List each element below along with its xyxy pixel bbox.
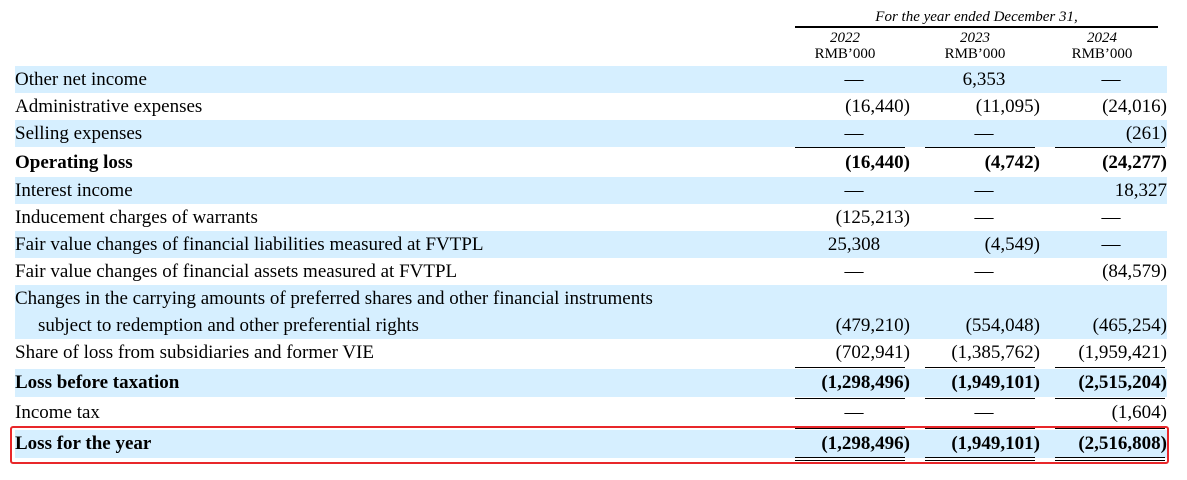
cell-2022: (16,440)	[845, 152, 910, 173]
table-row-inducement-charges: Inducement charges of warrants (125,213)…	[15, 204, 1167, 231]
column-year: 2024	[1087, 30, 1117, 46]
subtotal-rule	[1055, 147, 1165, 148]
cell-2022: (16,440)	[845, 96, 910, 117]
cell-2024: (261)	[1125, 123, 1167, 144]
table-row-changes-carrying-amounts: Changes in the carrying amounts of prefe…	[15, 285, 1167, 339]
table-row-selling-expenses: Selling expenses — — (261)	[15, 120, 1167, 147]
table-row-fv-financial-assets: Fair value changes of financial assets m…	[15, 258, 1167, 285]
cell-2022: (702,941)	[835, 342, 910, 363]
table-row-administrative-expenses: Administrative expenses (16,440) (11,095…	[15, 93, 1167, 120]
subtotal-rule	[795, 147, 905, 148]
cell-2024: (465,254)	[1092, 315, 1167, 336]
row-label: Other net income	[15, 69, 147, 90]
row-label: Inducement charges of warrants	[15, 207, 258, 228]
cell-2022: —	[844, 261, 864, 282]
cell-2024: —	[1101, 207, 1121, 228]
row-label: Changes in the carrying amounts of prefe…	[15, 288, 653, 309]
cell-2024: (2,515,204)	[1078, 372, 1167, 393]
grand-total-double-rule	[1055, 457, 1165, 461]
column-header-2024: 2024 RMB’000	[1040, 30, 1164, 62]
cell-2024: (2,516,808)	[1078, 433, 1167, 454]
subtotal-rule	[925, 147, 1035, 148]
cell-2023: (554,048)	[965, 315, 1040, 336]
column-unit: RMB’000	[1071, 46, 1133, 62]
row-label: Share of loss from subsidiaries and form…	[15, 342, 374, 363]
subtotal-rule	[1055, 428, 1165, 429]
row-label: Fair value changes of financial assets m…	[15, 261, 458, 282]
cell-2022: —	[844, 69, 864, 90]
grand-total-double-rule	[925, 457, 1035, 461]
cell-2024: —	[1101, 234, 1121, 255]
row-label: Loss before taxation	[15, 372, 180, 393]
cell-2022: (125,213)	[835, 207, 910, 228]
row-label-continuation: subject to redemption and other preferen…	[38, 315, 419, 336]
row-label: Selling expenses	[15, 123, 143, 144]
cell-2023: (1,949,101)	[951, 433, 1040, 454]
table-row-share-of-loss: Share of loss from subsidiaries and form…	[15, 339, 1167, 366]
row-label: Interest income	[15, 180, 133, 201]
row-label: Income tax	[15, 402, 100, 423]
cell-2023: 6,353	[962, 69, 1006, 90]
column-unit: RMB’000	[944, 46, 1006, 62]
cell-2023: —	[974, 402, 994, 423]
table-row-operating-loss: Operating loss (16,440) (4,742) (24,277)	[15, 149, 1167, 177]
subtotal-rule	[925, 367, 1035, 368]
row-label: Administrative expenses	[15, 96, 203, 117]
cell-2023: (4,549)	[984, 234, 1040, 255]
cell-2023: —	[974, 123, 994, 144]
row-label: Operating loss	[15, 152, 133, 173]
cell-2022: 25,308	[827, 234, 881, 255]
table-row-loss-for-the-year: Loss for the year (1,298,496) (1,949,101…	[15, 430, 1167, 458]
cell-2024: (1,604)	[1111, 402, 1167, 423]
table-row-income-tax: Income tax — — (1,604)	[15, 400, 1167, 426]
cell-2023: (1,385,762)	[951, 342, 1040, 363]
column-unit: RMB’000	[814, 46, 876, 62]
row-label: Fair value changes of financial liabilit…	[15, 234, 484, 255]
cell-2023: —	[974, 180, 994, 201]
cell-2024: (24,016)	[1102, 96, 1167, 117]
cell-2023: —	[974, 261, 994, 282]
cell-2024: (24,277)	[1102, 152, 1167, 173]
total-rule	[1055, 398, 1165, 399]
cell-2022: —	[844, 402, 864, 423]
column-year: 2023	[960, 30, 990, 46]
table-row-fv-financial-liabilities: Fair value changes of financial liabilit…	[15, 231, 1167, 258]
table-row-other-net-income: Other net income — 6,353 —	[15, 66, 1167, 93]
cell-2022: —	[844, 123, 864, 144]
highlight-box	[10, 426, 1169, 464]
subtotal-rule	[795, 367, 905, 368]
column-header-2023: 2023 RMB’000	[913, 30, 1037, 62]
table-row-interest-income: Interest income — — 18,327	[15, 177, 1167, 204]
cell-2022: —	[844, 180, 864, 201]
cell-2022: (1,298,496)	[821, 433, 910, 454]
cell-2024: (84,579)	[1102, 261, 1167, 282]
cell-2023: —	[974, 207, 994, 228]
period-header: For the year ended December 31,	[795, 8, 1158, 28]
cell-2024: —	[1101, 69, 1121, 90]
total-rule	[925, 398, 1035, 399]
cell-2024: 18,327	[1114, 180, 1167, 201]
cell-2023: (11,095)	[975, 96, 1040, 117]
subtotal-rule	[925, 428, 1035, 429]
cell-2023: (1,949,101)	[951, 372, 1040, 393]
cell-2023: (4,742)	[984, 152, 1040, 173]
column-year: 2022	[830, 30, 860, 46]
table-row-loss-before-taxation: Loss before taxation (1,298,496) (1,949,…	[15, 369, 1167, 397]
cell-2022: (1,298,496)	[821, 372, 910, 393]
cell-2022: (479,210)	[835, 315, 910, 336]
cell-2024: (1,959,421)	[1078, 342, 1167, 363]
subtotal-rule	[795, 428, 905, 429]
column-header-2022: 2022 RMB’000	[783, 30, 907, 62]
total-rule	[795, 398, 905, 399]
grand-total-double-rule	[795, 457, 905, 461]
row-label: Loss for the year	[15, 433, 152, 454]
subtotal-rule	[1055, 367, 1165, 368]
